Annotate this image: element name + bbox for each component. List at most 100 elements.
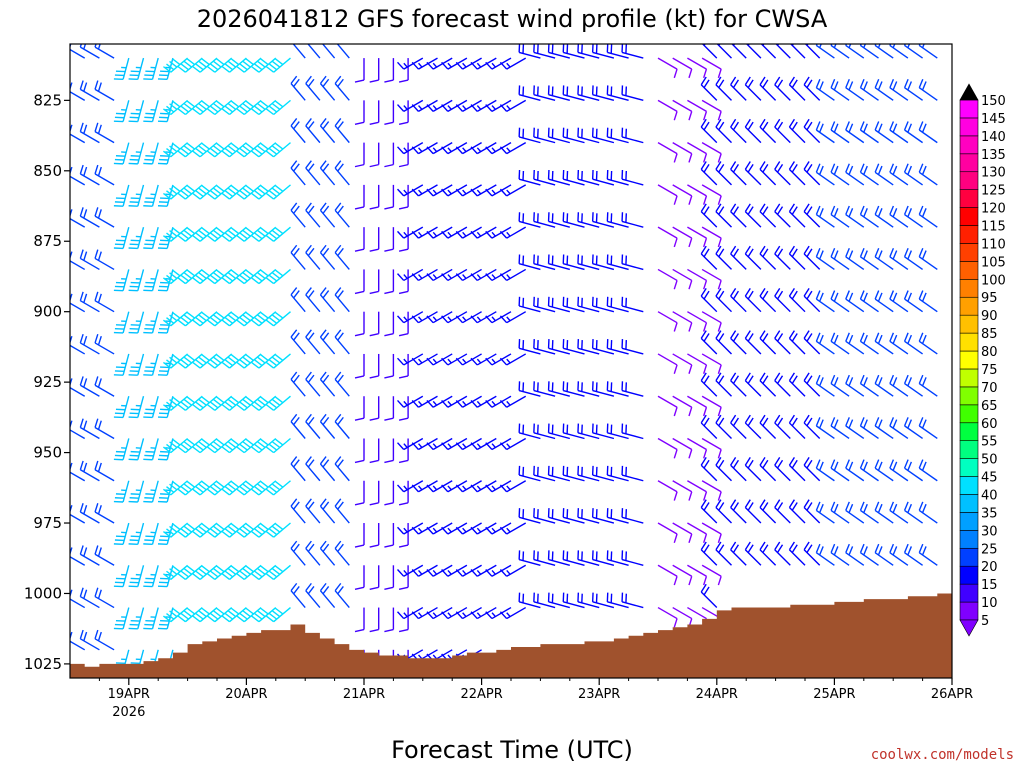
colorbar-label: 135 bbox=[981, 148, 1006, 163]
wind-barb bbox=[715, 372, 732, 397]
wind-barb bbox=[803, 414, 821, 439]
wind-barb bbox=[79, 418, 100, 440]
wind-barb bbox=[845, 248, 865, 270]
wind-barb bbox=[319, 202, 336, 228]
wind-barb bbox=[143, 57, 159, 81]
wind-barb bbox=[143, 226, 159, 250]
wind-barb bbox=[207, 480, 233, 496]
wind-barb bbox=[874, 121, 894, 144]
wind-barb bbox=[606, 381, 629, 397]
wind-barb bbox=[700, 372, 718, 397]
wind-barb bbox=[547, 508, 570, 524]
y-tick-label: 925 bbox=[33, 373, 62, 391]
wind-barb bbox=[730, 161, 747, 186]
wind-barb bbox=[918, 44, 938, 59]
wind-barb bbox=[730, 499, 747, 524]
wind-barb bbox=[774, 203, 791, 228]
wind-barb bbox=[265, 522, 291, 538]
wind-barb bbox=[334, 456, 350, 482]
wind-barb bbox=[265, 99, 291, 116]
wind-barb bbox=[336, 44, 350, 59]
wind-barb bbox=[94, 122, 115, 144]
wind-barb bbox=[128, 480, 145, 503]
colorbar-segment bbox=[959, 476, 979, 495]
wind-barb bbox=[143, 522, 159, 545]
colorbar-label: 115 bbox=[981, 220, 1006, 235]
colorbar-label: 65 bbox=[981, 399, 998, 414]
wind-barb bbox=[305, 329, 321, 355]
wind-barb bbox=[143, 396, 159, 419]
wind-barb bbox=[533, 550, 556, 566]
wind-barb bbox=[657, 437, 678, 459]
x-tick-label: 23APR bbox=[578, 687, 620, 702]
wind-barb bbox=[606, 508, 629, 524]
wind-barb bbox=[221, 564, 247, 580]
wind-barb bbox=[845, 205, 865, 228]
wind-barb bbox=[265, 395, 291, 411]
wind-barb bbox=[192, 184, 218, 200]
wind-barb bbox=[730, 414, 747, 439]
wind-barb bbox=[398, 353, 409, 379]
wind-barb bbox=[700, 499, 718, 524]
wind-barb bbox=[163, 184, 189, 200]
y-tick-label: 1025 bbox=[24, 655, 62, 673]
colorbar-segment bbox=[959, 368, 979, 388]
wind-barb bbox=[79, 545, 100, 566]
wind-barb bbox=[192, 142, 218, 158]
wind-barb bbox=[79, 122, 100, 144]
wind-barb bbox=[715, 245, 732, 270]
wind-barb bbox=[657, 564, 678, 586]
wind-barb bbox=[533, 339, 556, 355]
wind-barb bbox=[334, 244, 350, 270]
wind-barb bbox=[774, 457, 791, 482]
wind-barb bbox=[903, 248, 924, 270]
wind-barb bbox=[533, 169, 556, 186]
wind-barb bbox=[251, 395, 277, 411]
wind-barb bbox=[700, 330, 718, 355]
wind-barb bbox=[265, 480, 291, 496]
wind-barb bbox=[113, 269, 130, 292]
wind-barb bbox=[672, 57, 693, 79]
wind-barb bbox=[236, 184, 262, 200]
wind-barb bbox=[177, 142, 203, 158]
wind-barb bbox=[384, 353, 395, 379]
wind-barb bbox=[562, 127, 585, 144]
wind-barb bbox=[918, 543, 938, 566]
wind-barb bbox=[94, 44, 115, 59]
colorbar-label: 5 bbox=[981, 614, 989, 629]
wind-barb bbox=[290, 582, 306, 609]
wind-barb bbox=[815, 121, 835, 144]
wind-barb bbox=[398, 184, 409, 210]
wind-barb bbox=[715, 541, 732, 566]
wind-barb bbox=[700, 203, 718, 228]
wind-barb bbox=[701, 226, 722, 248]
wind-barb bbox=[499, 226, 527, 239]
colorbar-label: 15 bbox=[981, 578, 998, 593]
wind-barb bbox=[715, 161, 732, 186]
y-tick-label: 900 bbox=[33, 303, 62, 321]
wind-barb bbox=[874, 417, 894, 440]
wind-barb bbox=[918, 501, 938, 524]
wind-barb bbox=[788, 541, 806, 566]
wind-barb bbox=[499, 522, 527, 535]
wind-barb bbox=[715, 414, 732, 439]
wind-barb bbox=[788, 287, 806, 313]
wind-barb bbox=[319, 287, 336, 313]
wind-barb bbox=[499, 395, 527, 408]
wind-barb bbox=[369, 100, 380, 126]
wind-barb bbox=[251, 480, 277, 496]
wind-barb bbox=[547, 85, 570, 102]
wind-barb bbox=[221, 57, 247, 73]
wind-barb bbox=[192, 395, 218, 411]
wind-barb bbox=[499, 57, 527, 70]
wind-barb bbox=[265, 564, 291, 580]
wind-barb bbox=[672, 142, 693, 163]
wind-barb bbox=[845, 459, 865, 482]
wind-barb bbox=[687, 311, 708, 332]
wind-barb bbox=[716, 44, 732, 59]
wind-barb bbox=[687, 226, 708, 248]
wind-barb bbox=[305, 456, 321, 482]
wind-barb bbox=[369, 184, 380, 210]
wind-barb bbox=[874, 44, 894, 59]
wind-barb bbox=[207, 395, 233, 411]
